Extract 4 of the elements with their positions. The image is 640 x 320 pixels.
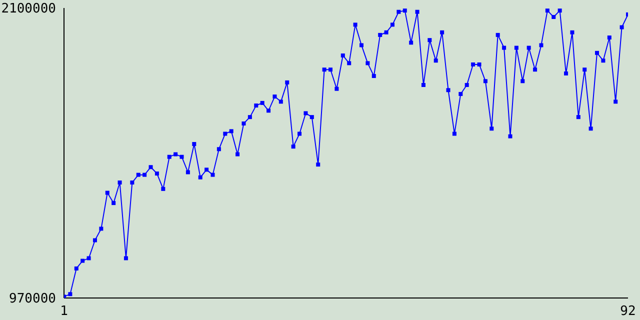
x-tick-label: 92 xyxy=(620,304,636,320)
y-tick-label: 2100000 xyxy=(1,2,56,17)
y-tick-label: 970000 xyxy=(9,292,56,307)
x-tick-label: 1 xyxy=(60,304,68,320)
